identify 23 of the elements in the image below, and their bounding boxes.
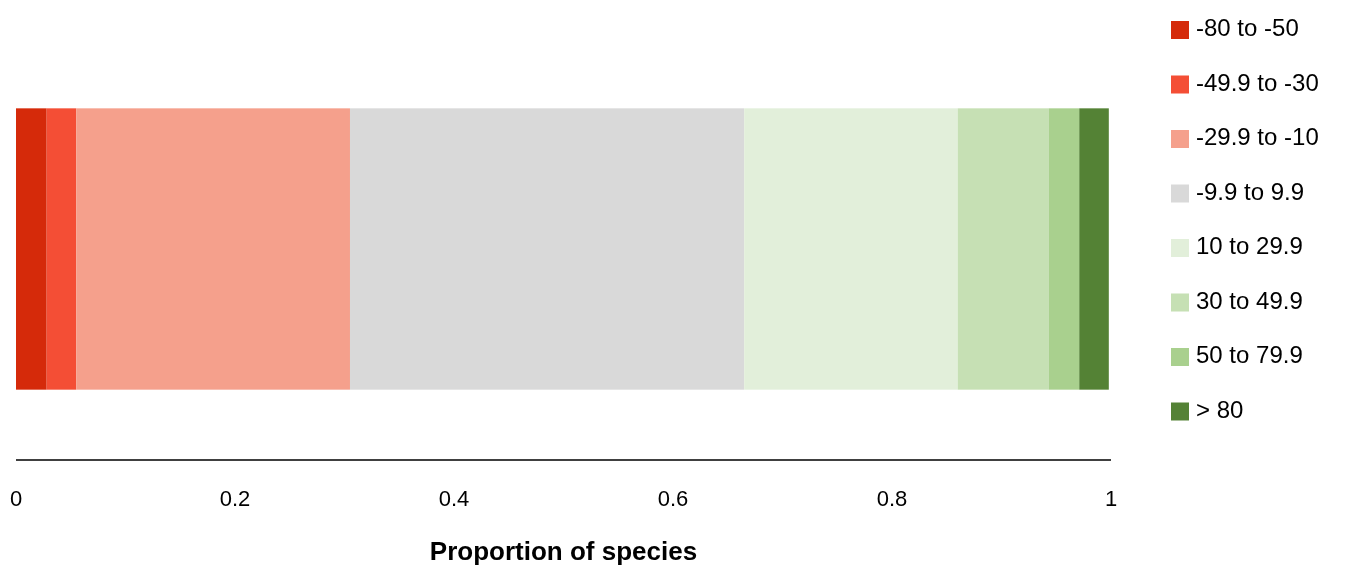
bar — [16, 108, 47, 390]
legend-label: -80 to -50 — [1196, 14, 1299, 42]
x-tick-label: 0 — [9, 486, 23, 511]
x-axis-title: Proportion of species — [429, 536, 698, 566]
bar — [957, 108, 1049, 390]
bar — [349, 108, 745, 390]
legend-label: 50 to 79.9 — [1196, 341, 1303, 369]
bar — [76, 108, 350, 390]
bar — [744, 108, 958, 390]
x-tick-label: 0.4 — [438, 486, 470, 511]
legend-label: -29.9 to -10 — [1196, 123, 1319, 151]
legend-label: -49.9 to -30 — [1196, 68, 1319, 96]
legend-label: > 80 — [1196, 395, 1244, 423]
bar — [1048, 108, 1080, 390]
x-tick-label: 0.8 — [876, 486, 908, 511]
legend-label: 30 to 49.9 — [1196, 286, 1303, 314]
x-tick-label: 1 — [1104, 486, 1118, 511]
legend-label: 10 to 29.9 — [1196, 232, 1303, 260]
legend-label: -9.9 to 9.9 — [1196, 177, 1305, 205]
bar — [46, 108, 77, 390]
x-tick-label: 0.2 — [219, 486, 251, 511]
bar — [1079, 108, 1109, 390]
x-tick-label: 0.6 — [657, 486, 689, 511]
